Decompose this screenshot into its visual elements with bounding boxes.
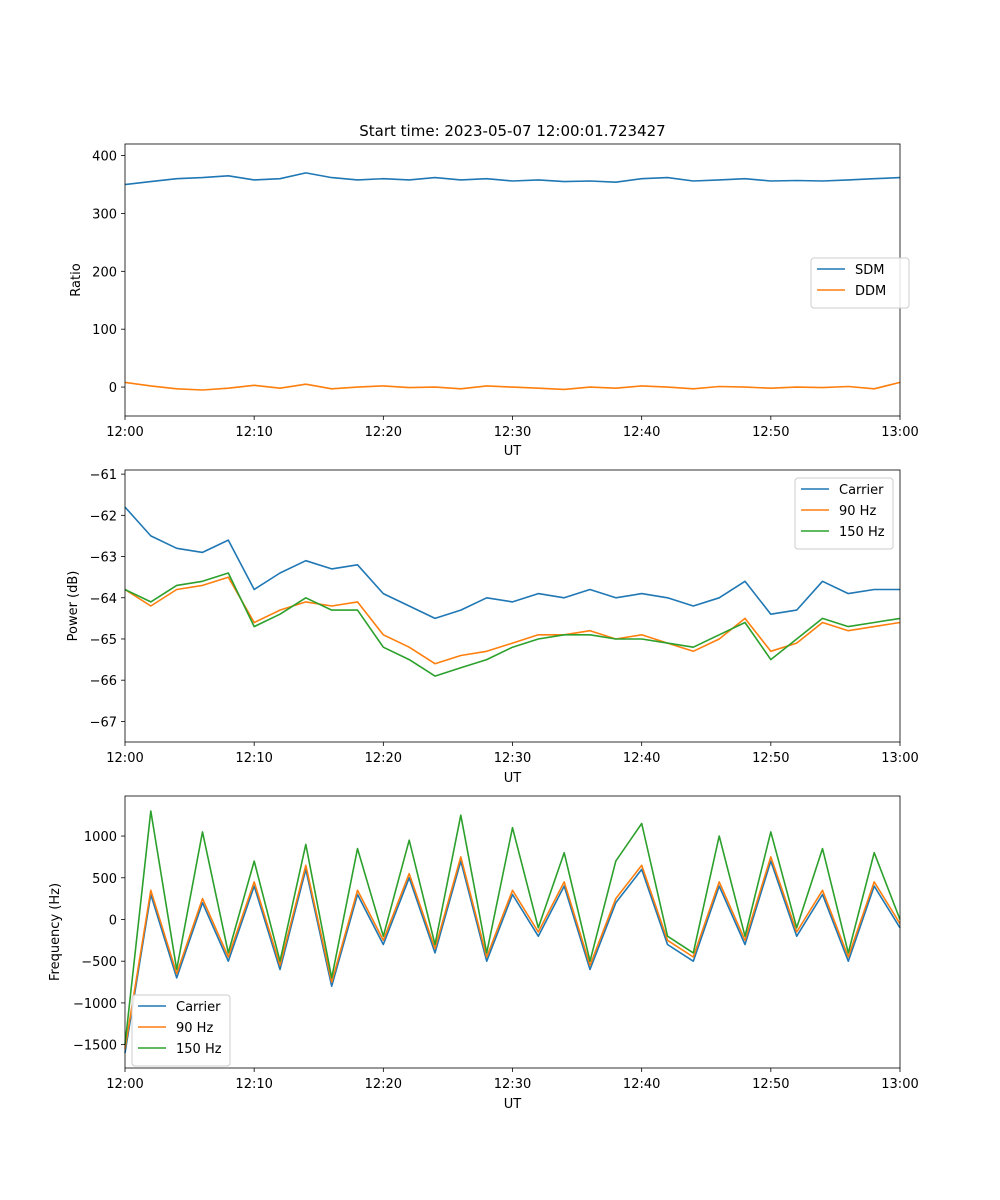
power-y-tick-label: −66 [90, 674, 117, 689]
power-plot-layer [124, 506, 901, 677]
ratio-x-tick-label: 12:50 [752, 425, 789, 440]
power-legend: Carrier 90 Hz 150 Hz [794, 477, 894, 550]
power-y-tick-label: −65 [90, 633, 117, 648]
power-legend-label: 150 Hz [839, 525, 885, 540]
ratio-series-sdm-line [124, 172, 901, 186]
ratio-series-ddm-line [124, 381, 901, 391]
power-x-tick-label: 12:10 [235, 751, 272, 766]
frequency-series-150-hz-line [124, 810, 901, 1045]
power-series-150-hz-line [124, 572, 901, 677]
frequency-y-tick-label: 1000 [84, 830, 117, 845]
frequency-legend-label: 90 Hz [176, 1021, 213, 1036]
frequency-x-axis-label: UT [504, 1097, 522, 1112]
frequency-series-90-hz-line [124, 856, 901, 1049]
ratio-x-axis-label: UT [504, 444, 522, 459]
power-series-90-hz-line [124, 576, 901, 665]
power-x-tick-label: 12:50 [752, 751, 789, 766]
frequency-legend-label: Carrier [176, 1000, 221, 1015]
power-y-tick-label: −64 [90, 592, 117, 607]
frequency-ticks: 12:00 12:10 12:20 12:30 12:40 12:50 13:00 1000 5… [73, 830, 919, 1092]
frequency-x-tick-label: 12:40 [623, 1077, 660, 1092]
ratio-y-axis-label: Ratio [69, 263, 84, 296]
power-x-axis-label: UT [504, 771, 522, 786]
ratio-panel: 12:00 12:10 12:20 12:30 12:40 12:50 13:00 0 100 2… [69, 143, 919, 459]
frequency-legend-label: 150 Hz [176, 1042, 222, 1057]
frequency-legend: Carrier 90 Hz 150 Hz [131, 994, 231, 1067]
ratio-x-tick-label: 12:30 [494, 425, 531, 440]
ratio-x-tick-label: 12:10 [235, 425, 272, 440]
frequency-axes-frame [124, 795, 901, 1069]
ratio-y-tick-label: 400 [92, 150, 117, 165]
power-axes-frame [124, 469, 901, 743]
ratio-plot-layer [124, 172, 901, 391]
power-y-tick-label: −62 [90, 509, 117, 524]
frequency-x-tick-label: 13:00 [881, 1077, 918, 1092]
power-legend-label: 90 Hz [839, 504, 876, 519]
ratio-y-tick-label: 200 [92, 265, 117, 280]
frequency-y-tick-label: −1000 [73, 997, 117, 1012]
frequency-y-tick-label: −1500 [73, 1039, 117, 1054]
figure-title: Start time: 2023-05-07 12:00:01.723427 [359, 122, 665, 140]
frequency-x-tick-label: 12:30 [494, 1077, 531, 1092]
frequency-x-tick-label: 12:50 [752, 1077, 789, 1092]
power-y-axis-label: Power (dB) [66, 571, 81, 642]
power-x-tick-label: 12:00 [106, 751, 143, 766]
ratio-legend-label: DDM [855, 284, 886, 299]
ratio-axes-frame [124, 143, 901, 417]
ratio-y-tick-label: 0 [109, 381, 117, 396]
ratio-x-tick-label: 13:00 [881, 425, 918, 440]
power-y-tick-label: −61 [90, 468, 117, 483]
power-y-tick-label: −63 [90, 551, 117, 566]
ratio-y-tick-label: 100 [92, 323, 117, 338]
frequency-y-tick-label: 500 [92, 872, 117, 887]
ratio-legend-box [810, 257, 910, 309]
frequency-x-tick-label: 12:20 [365, 1077, 402, 1092]
ratio-x-tick-label: 12:00 [106, 425, 143, 440]
power-x-tick-label: 13:00 [881, 751, 918, 766]
frequency-plot-layer [124, 810, 901, 1054]
ratio-ticks: 12:00 12:10 12:20 12:30 12:40 12:50 13:00 0 100 2… [92, 150, 919, 440]
ratio-x-tick-label: 12:20 [365, 425, 402, 440]
power-ticks: 12:00 12:10 12:20 12:30 12:40 12:50 13:00 −61 −6… [90, 468, 919, 766]
frequency-panel: 12:00 12:10 12:20 12:30 12:40 12:50 13:00 1000 5… [48, 795, 919, 1112]
frequency-x-tick-label: 12:10 [235, 1077, 272, 1092]
frequency-x-tick-label: 12:00 [106, 1077, 143, 1092]
frequency-y-axis-label: Frequency (Hz) [48, 883, 63, 981]
power-x-tick-label: 12:40 [623, 751, 660, 766]
power-x-tick-label: 12:20 [365, 751, 402, 766]
ratio-legend: SDM DDM [810, 257, 910, 309]
power-series-carrier-line [124, 506, 900, 620]
frequency-series-carrier-line [124, 860, 901, 1054]
power-y-tick-label: −67 [90, 715, 117, 730]
ratio-x-tick-label: 12:40 [623, 425, 660, 440]
frequency-y-tick-label: −500 [81, 955, 117, 970]
power-x-tick-label: 12:30 [494, 751, 531, 766]
ratio-y-tick-label: 300 [92, 207, 117, 222]
ratio-legend-label: SDM [855, 263, 884, 278]
power-legend-label: Carrier [839, 483, 884, 498]
frequency-y-tick-label: 0 [109, 913, 117, 928]
power-panel: 12:00 12:10 12:20 12:30 12:40 12:50 13:00 −61 −6… [66, 468, 919, 786]
